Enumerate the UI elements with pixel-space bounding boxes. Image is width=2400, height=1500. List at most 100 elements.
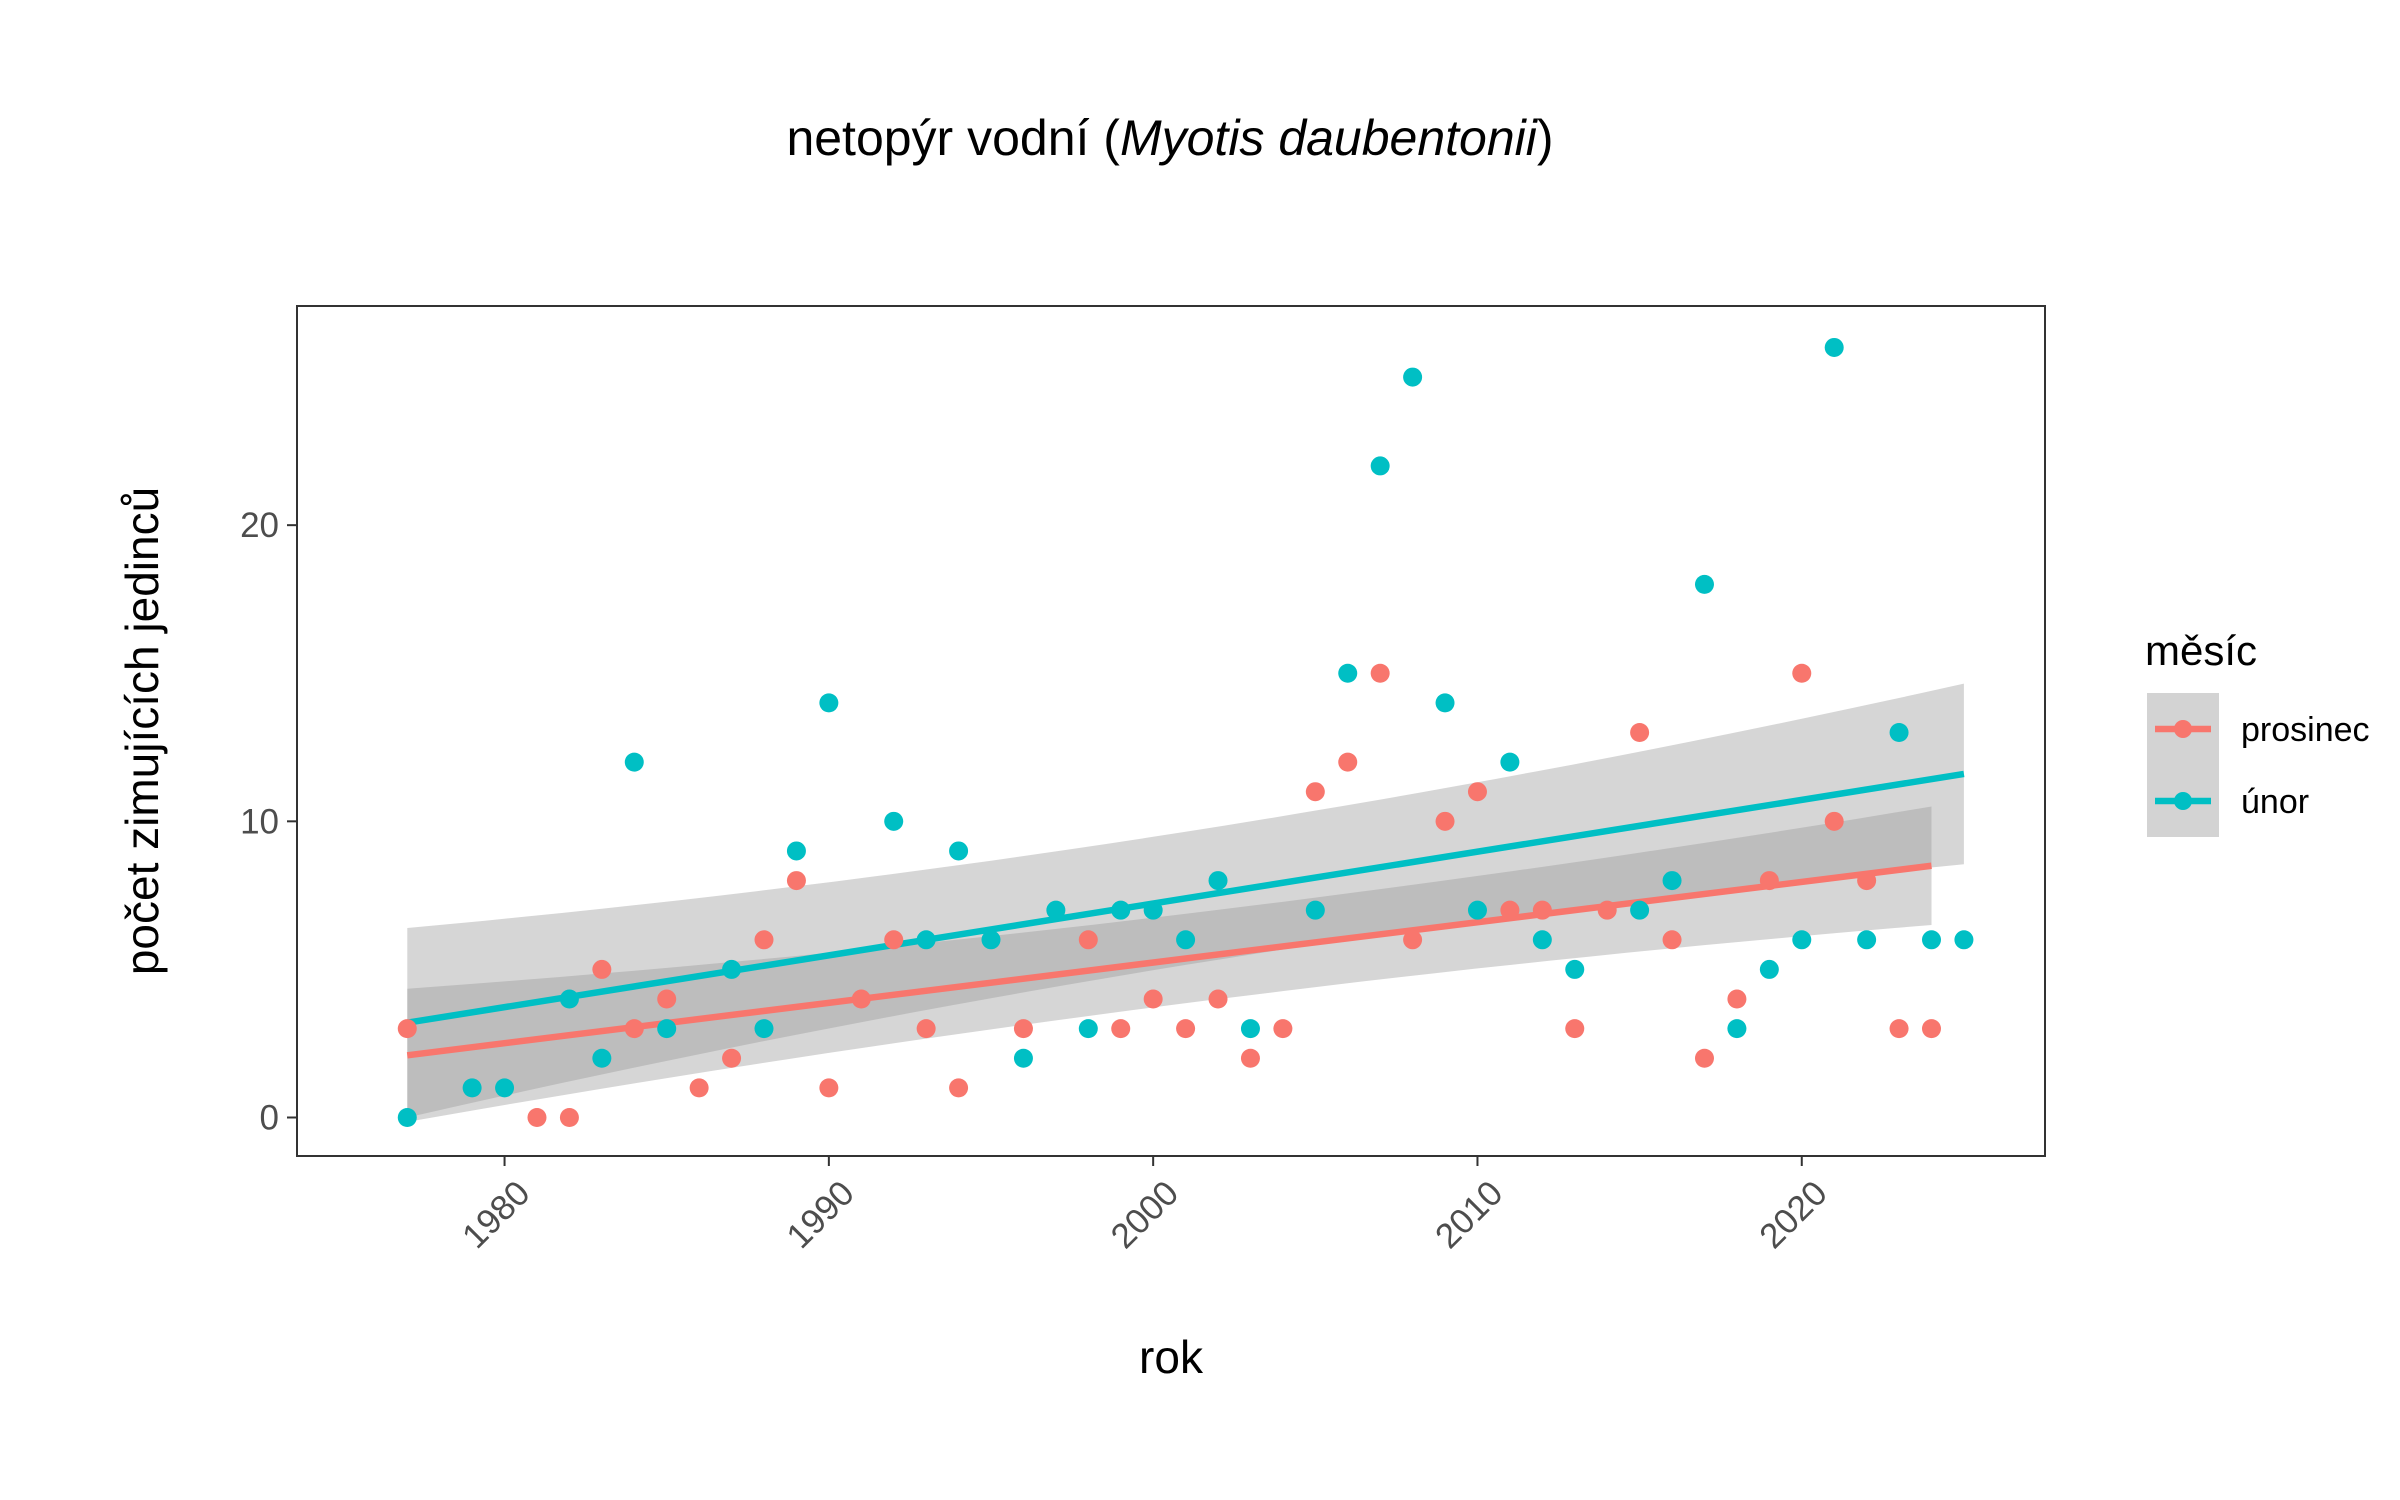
point-únor-1994 [949, 841, 969, 861]
point-únor-1984 [624, 752, 644, 772]
point-únor-1977 [397, 1107, 417, 1127]
point-únor-2018 [1727, 1019, 1747, 1039]
point-únor-1987 [722, 959, 742, 979]
y-tick-label-0: 0 [260, 1098, 279, 1137]
point-prosinec-2000 [1143, 989, 1163, 1009]
point-prosinec-2020 [1792, 663, 1812, 683]
point-prosinec-2019 [1759, 871, 1779, 891]
x-tick-label-1990: 1990 [779, 1173, 862, 1256]
point-únor-2022 [1857, 930, 1877, 950]
point-únor-2019 [1759, 959, 1779, 979]
point-únor-2008 [1403, 367, 1423, 387]
point-prosinec-1981 [527, 1107, 547, 1127]
point-prosinec-2024 [1921, 1019, 1941, 1039]
point-únor-2003 [1240, 1019, 1260, 1039]
x-tick-label-2020: 2020 [1752, 1173, 1835, 1256]
point-prosinec-2015 [1630, 722, 1650, 742]
point-únor-2012 [1532, 930, 1552, 950]
chart-title: netopýr vodní (Myotis daubentonii) [786, 110, 1553, 166]
point-únor-2011 [1500, 752, 1520, 772]
point-únor-1997 [1046, 900, 1066, 920]
point-únor-2009 [1435, 693, 1455, 713]
point-prosinec-1993 [916, 1019, 936, 1039]
y-tick-label-20: 20 [240, 506, 279, 545]
point-únor-2015 [1630, 900, 1650, 920]
data-points [397, 337, 1974, 1127]
point-prosinec-2012 [1532, 900, 1552, 920]
point-prosinec-2001 [1176, 1019, 1196, 1039]
point-únor-1999 [1111, 900, 1131, 920]
y-tick-label-10: 10 [240, 802, 279, 841]
point-prosinec-1998 [1078, 930, 1098, 950]
point-prosinec-1990 [819, 1078, 839, 1098]
point-prosinec-2007 [1370, 663, 1390, 683]
point-únor-2013 [1565, 959, 1585, 979]
x-tick-label-2000: 2000 [1104, 1173, 1187, 1256]
point-prosinec-1988 [754, 930, 774, 950]
point-únor-2024 [1921, 930, 1941, 950]
point-únor-2001 [1176, 930, 1196, 950]
point-únor-1989 [786, 841, 806, 861]
legend-label-prosinec: prosinec [2241, 711, 2370, 749]
point-prosinec-2018 [1727, 989, 1747, 1009]
point-prosinec-1996 [1013, 1019, 1033, 1039]
point-prosinec-2014 [1597, 900, 1617, 920]
point-prosinec-2005 [1305, 782, 1325, 802]
legend-title: měsíc [2145, 627, 2257, 674]
point-únor-2005 [1305, 900, 1325, 920]
point-únor-1995 [981, 930, 1001, 950]
point-únor-1996 [1013, 1048, 1033, 1068]
point-prosinec-1984 [624, 1019, 644, 1039]
point-prosinec-1989 [786, 871, 806, 891]
plot-border [296, 305, 2046, 1157]
point-prosinec-1991 [851, 989, 871, 1009]
point-prosinec-2010 [1467, 782, 1487, 802]
point-únor-2006 [1338, 663, 1358, 683]
plot-panel [296, 305, 2046, 1157]
legend: měsíc prosinec únor [2145, 627, 2370, 837]
point-únor-1985 [657, 1019, 677, 1039]
point-únor-1988 [754, 1019, 774, 1039]
point-únor-2023 [1889, 722, 1909, 742]
point-únor-2017 [1694, 574, 1714, 594]
point-únor-1998 [1078, 1019, 1098, 1039]
chart-title-suffix: ) [1537, 110, 1554, 166]
y-axis-title: počet zimujících jedinců [116, 487, 168, 975]
point-prosinec-2004 [1273, 1019, 1293, 1039]
point-prosinec-2003 [1240, 1048, 1260, 1068]
point-prosinec-2017 [1694, 1048, 1714, 1068]
x-axis: 1980 1990 2000 2010 2020 [455, 1156, 1835, 1256]
point-únor-1979 [462, 1078, 482, 1098]
point-únor-1990 [819, 693, 839, 713]
point-únor-1993 [916, 930, 936, 950]
x-tick-label-2010: 2010 [1428, 1173, 1511, 1256]
y-axis: 0 10 20 [240, 506, 297, 1137]
x-tick-label-1980: 1980 [455, 1173, 538, 1256]
point-prosinec-2009 [1435, 811, 1455, 831]
legend-label-únor: únor [2241, 783, 2309, 821]
point-prosinec-1982 [559, 1107, 579, 1127]
legend-key-point-únor [2174, 792, 2192, 810]
point-prosinec-1992 [884, 930, 904, 950]
point-únor-2025 [1954, 930, 1974, 950]
legend-key-point-prosinec [2174, 720, 2192, 738]
point-únor-2010 [1467, 900, 1487, 920]
confidence-bands [407, 683, 1964, 1122]
point-prosinec-1977 [397, 1019, 417, 1039]
point-prosinec-1994 [949, 1078, 969, 1098]
chart-title-prefix: netopýr vodní ( [786, 110, 1120, 166]
point-prosinec-2002 [1208, 989, 1228, 1009]
point-prosinec-1985 [657, 989, 677, 1009]
point-prosinec-2006 [1338, 752, 1358, 772]
confidence-band-prosinec [407, 806, 1932, 1122]
point-únor-1982 [559, 989, 579, 1009]
point-únor-2002 [1208, 871, 1228, 891]
point-únor-1992 [884, 811, 904, 831]
x-axis-title: rok [1139, 1331, 1204, 1383]
point-únor-2020 [1792, 930, 1812, 950]
point-prosinec-1983 [592, 959, 612, 979]
point-prosinec-1999 [1111, 1019, 1131, 1039]
point-prosinec-2023 [1889, 1019, 1909, 1039]
point-únor-2021 [1824, 337, 1844, 357]
